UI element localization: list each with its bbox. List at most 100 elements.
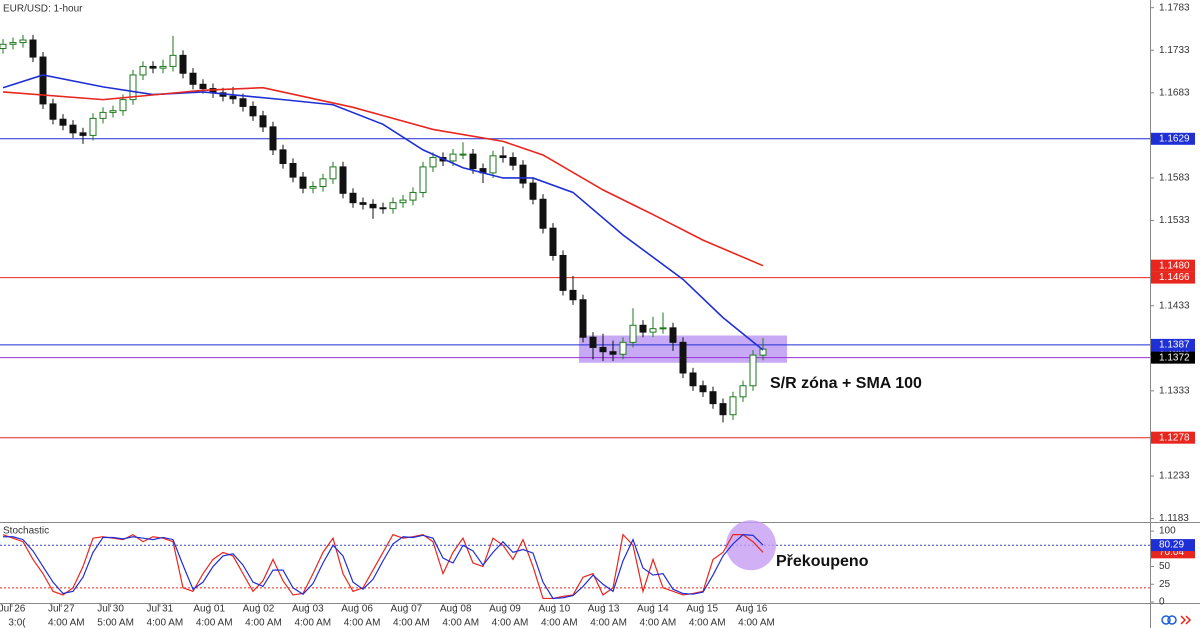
x-date-label: Aug 10	[538, 604, 570, 615]
candle-body	[319, 178, 327, 187]
x-date-label: Aug 08	[440, 604, 472, 615]
x-time-label: 4:00 AM	[294, 618, 331, 628]
candle-body	[79, 132, 87, 136]
x-date-label: Aug 02	[243, 604, 275, 615]
y-tick-label: 1.1183	[1159, 513, 1189, 524]
candle-body	[699, 385, 707, 393]
candle-body	[709, 391, 717, 405]
y-tick-label: 1.1783	[1159, 2, 1190, 13]
candle-body	[749, 354, 757, 387]
candle-body	[459, 153, 467, 156]
candle-body	[239, 98, 247, 107]
candle-body	[269, 126, 277, 151]
x-date-label: Jul 30	[97, 604, 124, 615]
price-label: 1.1278	[1159, 432, 1190, 443]
candle-body	[249, 105, 257, 117]
candle-body	[679, 341, 687, 374]
chart-title: EUR/USD: 1-hour	[3, 4, 83, 15]
candle-body	[159, 65, 167, 69]
x-date-label: Jul 26	[0, 604, 26, 615]
candle-body	[139, 65, 147, 76]
stochastic-line	[3, 534, 764, 600]
price-label: 1.1387	[1159, 340, 1190, 351]
y-tick-label: 50	[1159, 561, 1171, 572]
candle-body	[69, 124, 77, 134]
candle-body	[9, 42, 17, 45]
candle-body	[169, 54, 177, 67]
x-time-label: 4:00 AM	[541, 618, 578, 628]
candle-body	[559, 254, 567, 291]
candle-body	[719, 403, 727, 416]
candle-body	[419, 166, 427, 193]
candle-body	[89, 117, 97, 136]
price-label-bg	[1151, 431, 1195, 444]
x-time-label: 4:00 AM	[590, 618, 627, 628]
candle-body	[489, 155, 497, 174]
candle-body	[599, 346, 607, 353]
link-icon[interactable]	[1167, 615, 1177, 625]
candle-body	[549, 227, 557, 256]
x-time-label: 4:00 AM	[492, 618, 529, 628]
y-tick-label: 1.1333	[1159, 386, 1190, 397]
moving-average	[2, 74, 764, 351]
candle-body	[179, 54, 187, 74]
candle-body	[349, 192, 357, 204]
candle-body	[309, 185, 317, 189]
x-time-label: 4:00 AM	[393, 618, 430, 628]
candle-body	[279, 149, 287, 164]
x-date-label: Aug 14	[637, 604, 669, 615]
y-tick-label: 100	[1159, 526, 1176, 537]
candle-body	[289, 162, 297, 178]
moving-average	[2, 86, 764, 267]
candle-body	[449, 153, 457, 162]
price-label-bg	[1151, 259, 1195, 272]
candle-body	[409, 191, 417, 201]
price-label-bg	[1151, 132, 1195, 145]
price-label: 1.1372	[1159, 352, 1190, 363]
candle-body	[499, 155, 507, 159]
y-tick-label: 25	[1159, 579, 1171, 590]
candle-body	[399, 199, 407, 204]
x-date-label: Aug 07	[391, 604, 423, 615]
candle-body	[519, 164, 527, 184]
x-time-label: 4:00 AM	[48, 618, 85, 628]
candle-body	[649, 328, 657, 333]
candle-body	[469, 153, 477, 170]
candle-body	[569, 289, 577, 301]
candle-body	[389, 202, 397, 210]
price-label: 1.1480	[1159, 260, 1190, 271]
toolbar-icons[interactable]	[1161, 615, 1192, 625]
price-label-bg	[1151, 338, 1195, 351]
candle-body	[639, 324, 647, 333]
x-date-label: Jul 31	[147, 604, 174, 615]
candle-body	[669, 327, 677, 343]
y-tick-label: 1.1683	[1159, 87, 1190, 98]
candle-body	[49, 103, 57, 120]
x-date-label: Aug 03	[292, 604, 324, 615]
price-label-bg	[1151, 351, 1195, 364]
candle-body	[59, 118, 67, 126]
candle-body	[99, 111, 107, 119]
x-time-label: 4:00 AM	[344, 618, 381, 628]
candle-body	[29, 39, 37, 58]
scroll-icon[interactable]	[1180, 615, 1192, 625]
x-time-label: 4:00 AM	[640, 618, 677, 628]
x-time-label: 4:00 AM	[738, 618, 775, 628]
x-date-label: Aug 13	[588, 604, 620, 615]
stochastic-line	[2, 533, 764, 600]
candle-body	[539, 198, 547, 229]
candle-body	[609, 351, 617, 355]
candle-body	[619, 341, 627, 355]
x-time-label: 4:00 AM	[245, 618, 282, 628]
price-label: 1.1629	[1159, 133, 1190, 144]
candle-body	[759, 348, 767, 356]
candle-body	[379, 207, 387, 210]
x-time-label: 4:00 AM	[196, 618, 233, 628]
value-label-bg	[1151, 539, 1195, 552]
candle-body	[589, 336, 597, 348]
candle-body	[359, 202, 367, 205]
x-date-label: Aug 01	[193, 604, 225, 615]
link-icon[interactable]	[1161, 615, 1171, 625]
x-date-label: Jul 27	[48, 604, 75, 615]
